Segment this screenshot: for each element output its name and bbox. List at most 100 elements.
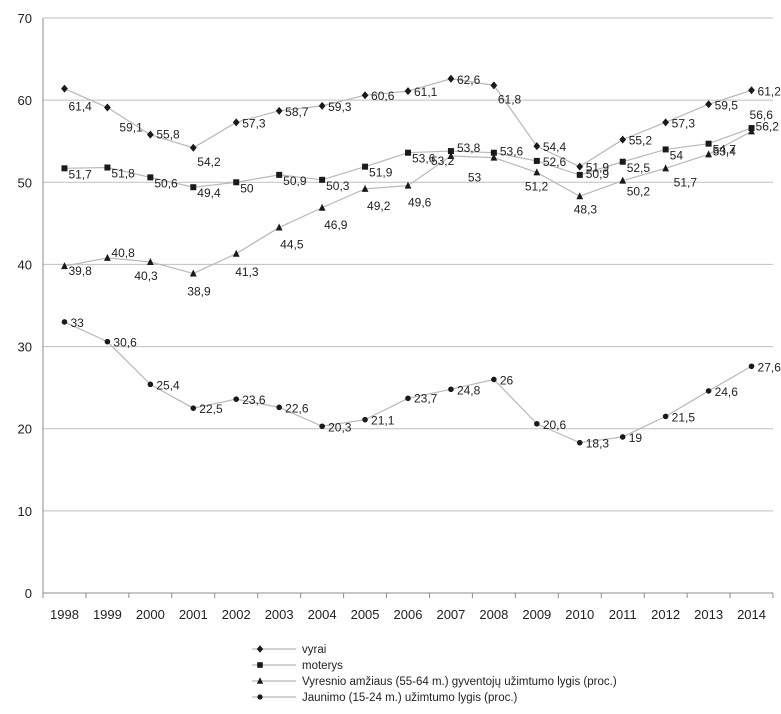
data-point-diamond (61, 84, 68, 93)
data-point-circle (233, 396, 240, 402)
data-point-square (147, 174, 154, 181)
legend-label: vyrai (302, 644, 326, 656)
data-point-square (619, 158, 626, 165)
data-point-diamond (447, 74, 455, 83)
data-point-circle (748, 363, 755, 370)
data-point-circle (491, 376, 497, 383)
x-tick-label: 2008 (479, 607, 508, 622)
legend-marker-diamond (256, 645, 264, 653)
data-point-triangle (490, 153, 498, 161)
data-point-circle (104, 338, 111, 345)
data-point-diamond (361, 91, 369, 100)
axes: 0 10 20 30 40 50 60 70 1998 1999 2000 2001 2002 2003 2… (18, 11, 774, 622)
data-point-triangle (748, 127, 755, 135)
data-point-diamond (533, 142, 541, 151)
data-label: 23,7 (414, 391, 438, 405)
data-label: 56,6 (750, 108, 774, 122)
data-point-diamond (705, 100, 712, 109)
data-label: 50,6 (154, 176, 178, 190)
data-label: 51,8 (111, 167, 135, 181)
legend-label: Vyresnio amžiaus (55-64 m.) gyventojų už… (302, 676, 617, 688)
data-point-diamond (662, 118, 670, 127)
x-tick-label: 2005 (351, 607, 380, 622)
data-point-square (233, 179, 240, 186)
data-label: 55,2 (629, 134, 653, 148)
x-tick-label: 2007 (436, 607, 465, 622)
data-point-square (276, 171, 283, 178)
data-label: 22,5 (199, 402, 223, 416)
data-label: 51,7 (68, 167, 92, 181)
data-label: 49,2 (367, 199, 391, 213)
data-point-square (447, 148, 454, 155)
data-label: 61,4 (68, 100, 92, 114)
data-point-triangle (146, 257, 154, 265)
data-point-circle (190, 405, 197, 411)
data-point-triangle (232, 249, 240, 257)
data-label: 20,3 (328, 420, 352, 434)
data-label: 24,8 (457, 383, 481, 397)
data-label: 58,7 (285, 105, 309, 119)
y-tick-label: 50 (18, 175, 32, 190)
data-point-triangle (104, 253, 111, 261)
data-point-triangle (361, 184, 369, 192)
data-label: 53,2 (431, 154, 455, 168)
x-tick-label: 1998 (50, 607, 79, 622)
data-label: 44,5 (280, 237, 304, 251)
data-label: 50,9 (586, 167, 610, 181)
y-tick-label: 40 (18, 257, 32, 272)
data-label: 50,2 (627, 185, 651, 199)
data-point-square (61, 165, 68, 172)
data-point-circle (61, 319, 68, 325)
data-point-diamond (404, 87, 412, 96)
data-label: 50 (240, 181, 254, 195)
data-point-square (533, 157, 540, 164)
legend-label: Jaunimo (15-24 m.) užimtumo lygis (proc.… (302, 692, 518, 704)
x-tick-label: 2010 (565, 607, 594, 622)
data-label: 55,8 (156, 128, 180, 142)
data-label: 48,3 (574, 202, 598, 216)
x-tick-label: 2004 (308, 607, 337, 622)
data-point-triangle (576, 192, 584, 200)
data-label: 51,2 (525, 179, 549, 193)
data-labels: 61,4 59,1 55,8 54,2 57,3 58,7 59,3 60,6 61,1 62,6… (68, 73, 781, 451)
data-label: 59,3 (328, 100, 352, 114)
data-point-square (362, 163, 369, 170)
data-label: 46,9 (324, 218, 348, 232)
data-label: 54,4 (543, 140, 567, 154)
x-tick-label: 2014 (737, 607, 766, 622)
data-point-diamond (189, 143, 197, 152)
data-point-diamond (104, 103, 111, 112)
data-label: 54 (670, 148, 684, 162)
data-label: 56,2 (756, 119, 780, 133)
data-point-square (662, 146, 669, 153)
data-label: 57,3 (672, 116, 696, 130)
data-label: 61,1 (414, 85, 438, 99)
data-point-triangle (189, 269, 197, 277)
y-tick-label: 60 (18, 93, 32, 108)
series-lines (61, 74, 755, 446)
data-label: 26 (500, 373, 514, 387)
data-point-circle (405, 395, 411, 402)
data-label: 39,8 (68, 264, 92, 278)
data-label: 54,7 (713, 143, 737, 157)
data-point-circle (576, 439, 583, 446)
legend: vyrai moterys Vyresnio amžiaus (55-64 m.) … (252, 644, 617, 704)
data-label: 53 (468, 171, 482, 185)
data-label: 40,8 (111, 246, 135, 260)
data-point-diamond (232, 118, 240, 127)
data-point-diamond (275, 106, 283, 115)
data-label: 53,8 (457, 141, 481, 155)
data-label: 61,2 (758, 84, 781, 98)
data-label: 53,6 (500, 145, 524, 159)
data-label: 52,6 (543, 155, 567, 169)
data-point-triangle (61, 262, 68, 270)
data-point-circle (448, 386, 454, 393)
data-point-circle (147, 381, 154, 388)
data-label: 21,1 (371, 414, 395, 428)
data-label: 51,9 (586, 161, 610, 175)
data-label: 20,6 (543, 418, 567, 432)
data-point-diamond (490, 81, 498, 90)
data-label: 59,5 (715, 98, 739, 112)
data-label: 61,8 (498, 92, 522, 106)
